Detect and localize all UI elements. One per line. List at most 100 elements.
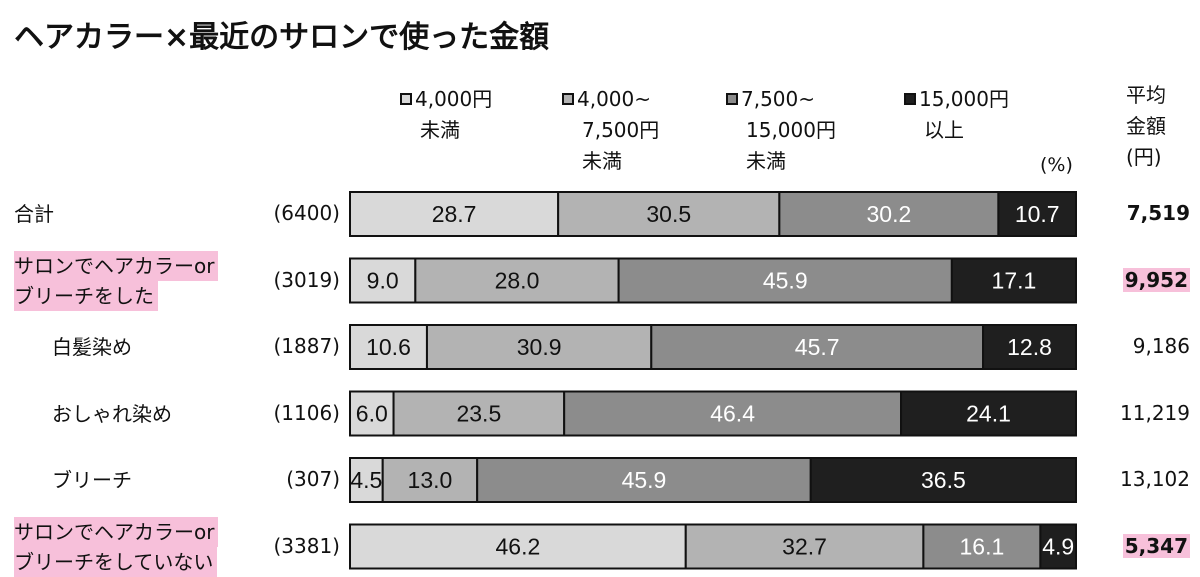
bar-data-label: 36.5 [921,467,966,493]
bar-data-label: 23.5 [456,401,501,427]
row-average-amount: 11,219 [1080,401,1190,425]
bar-data-label: 30.2 [866,201,911,227]
bar-data-label: 45.9 [622,467,667,493]
bar-segment [349,523,687,570]
row-sample-size: (3019) [273,267,340,292]
legend-label-line: 未満 [420,118,460,142]
legend-item-over-15000: 15,000円 以上 [904,84,1009,146]
bar-data-label: 4.5 [350,467,382,493]
bar-segment [684,523,925,570]
bar-segment [778,191,1000,237]
row-average-value: 5,347 [1122,533,1190,558]
row-average-amount: 13,102 [1080,467,1190,491]
bar-segment [349,390,395,437]
legend-label-line: 以上 [924,118,964,142]
row-label: おしゃれ染め [52,399,172,429]
row-average-amount: 9,952 [1080,267,1190,292]
average-header-line: 平均 [1126,83,1166,107]
bar-segment [997,191,1078,237]
row-label: ブリーチ [52,465,132,495]
legend-swatch [726,93,738,105]
row-label: サロンでヘアカラーor ブリーチをした [14,250,219,311]
row-average-value: 7,519 [1126,201,1190,225]
bar-segment [414,257,620,304]
row-label-highlight: ブリーチをしていない [14,546,218,577]
legend-label-line: 15,000円 [746,118,836,142]
row-sample-size: (1106) [273,400,340,425]
row-label-line: サロンでヘアカラーor [14,250,219,281]
bar-data-label: 9.0 [367,268,399,294]
bar-segment [950,257,1078,304]
bar-data-label: 6.0 [356,401,388,427]
bar-data-label: 12.8 [1007,334,1052,360]
row-sample-size: (307) [286,467,340,491]
row-average-value: 13,102 [1120,467,1190,491]
legend-label-line: 未満 [582,149,622,173]
bar-data-label: 30.5 [646,201,691,227]
percent-unit-label: (%) [1040,154,1073,176]
bar-data-label: 28.7 [432,201,477,227]
row-label-line: おしゃれ染め [52,401,172,426]
bar-data-label: 45.9 [763,268,808,294]
bar-data-label: 46.4 [710,401,755,427]
bar-data-label: 28.0 [495,268,540,294]
row-label-highlight: サロンでヘアカラーor [14,516,219,547]
bar-data-label: 24.1 [966,401,1011,427]
row-average-amount: 9,186 [1080,334,1190,358]
row-sample-size: (3381) [273,533,340,558]
row-label-line: ブリーチをしていない [14,546,218,577]
bar-segment [1039,523,1077,570]
row-label: 白髪染め [52,332,132,362]
bar-data-label: 46.2 [495,534,540,560]
average-header-line: 金額 [1126,114,1166,138]
row-sample-size: (6400) [273,201,340,225]
row-label-line: 合計 [14,202,54,226]
row-label-line: ブリーチをした [14,280,218,311]
bar-segment [381,457,479,503]
legend-label-line: 7,500~ [741,87,816,111]
row-label-line: サロンでヘアカラーor [14,516,219,547]
bar-segment [563,390,903,437]
row-average-value: 9,952 [1122,267,1190,292]
row-label: 合計 [14,199,54,229]
bar-data-label: 17.1 [992,268,1037,294]
legend-label-line: 15,000円 [919,87,1009,111]
legend-label-line: 未満 [746,149,786,173]
row-average-value: 9,186 [1132,334,1190,358]
bar-data-label: 32.7 [782,534,827,560]
average-amount-header: 平均 金額 (円) [1126,80,1166,173]
bar-segment [349,191,560,237]
legend-label-line: 4,000~ [577,87,652,111]
legend-item-under-4000: 4,000円 未満 [400,84,492,146]
chart-title: ヘアカラー×最近のサロンで使った金額 [14,20,550,55]
bar-data-label: 13.0 [408,467,453,493]
bar-data-label: 10.7 [1015,201,1060,227]
bar-segment [557,191,781,237]
bar-segment [476,457,812,503]
bar-data-label: 16.1 [960,534,1005,560]
bar-segment [809,457,1077,503]
bar-segment [349,457,384,503]
row-average-amount: 7,519 [1080,201,1190,225]
row-average-value: 11,219 [1120,400,1190,425]
bar-segment [982,324,1078,370]
legend-item-7500-15000: 7,500~ 15,000円 未満 [726,84,836,177]
legend-swatch [400,93,412,105]
bar-data-label: 10.6 [366,334,411,360]
legend-label-line: 7,500円 [582,118,660,142]
bar-segment [425,324,653,370]
average-header-line: (円) [1126,145,1162,169]
legend-swatch [904,93,916,105]
bar-segment [650,324,985,370]
bar-data-label: 45.7 [795,334,840,360]
row-label-line: ブリーチ [52,468,132,492]
legend-item-4000-7500: 4,000~ 7,500円 未満 [562,84,659,177]
legend-label-line: 4,000円 [415,87,493,111]
row-average-amount: 5,347 [1080,533,1190,558]
legend-swatch [562,93,574,105]
bar-segment [900,390,1077,437]
row-label-line: 白髪染め [52,335,132,359]
row-sample-size: (1887) [273,334,340,358]
bar-segment [392,390,566,437]
